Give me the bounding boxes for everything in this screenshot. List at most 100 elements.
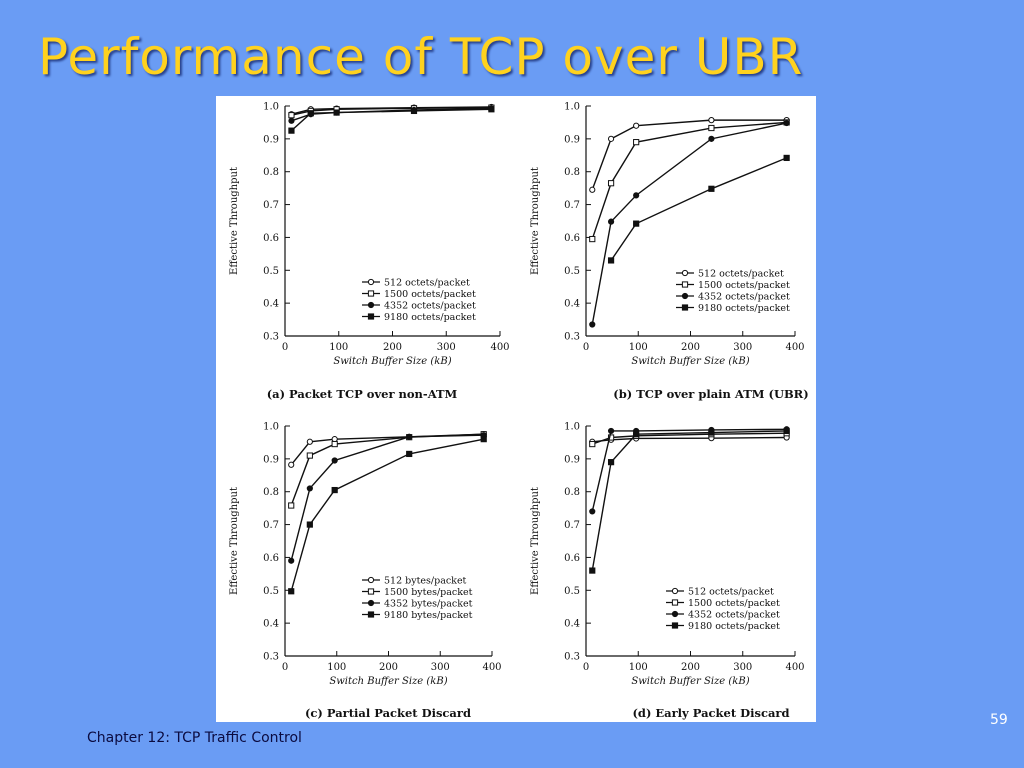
legend-label: 1500 octets/packet xyxy=(698,280,790,291)
data-point xyxy=(708,117,715,124)
y-tick-label: 0.6 xyxy=(564,233,580,244)
legend-label: 1500 octets/packet xyxy=(384,289,476,300)
data-point xyxy=(633,122,640,129)
legend-marker xyxy=(671,610,679,618)
series xyxy=(589,427,790,574)
data-point xyxy=(607,257,615,264)
legend-marker xyxy=(367,301,375,309)
y-tick-label: 0.5 xyxy=(263,586,279,597)
legend-marker xyxy=(681,292,689,300)
legend-label: 9180 octets/packet xyxy=(688,621,780,632)
legend-label: 4352 octets/packet xyxy=(698,292,790,303)
data-point xyxy=(333,109,340,116)
legend-marker xyxy=(367,278,375,286)
x-tick-label: 0 xyxy=(282,662,288,673)
x-tick-label: 100 xyxy=(629,342,648,353)
y-axis-label: Effective Throughput xyxy=(229,487,240,595)
y-tick-label: 0.9 xyxy=(263,454,279,465)
data-point xyxy=(589,321,596,328)
data-point xyxy=(633,220,640,227)
data-point xyxy=(708,429,715,436)
legend-marker xyxy=(671,587,679,595)
x-tick-label: 100 xyxy=(329,342,348,353)
x-tick-label: 200 xyxy=(379,662,398,673)
y-tick-label: 0.7 xyxy=(263,520,279,531)
y-tick-label: 0.4 xyxy=(263,299,279,310)
data-point xyxy=(306,438,313,445)
y-tick-label: 0.7 xyxy=(263,200,279,211)
y-tick-label: 0.3 xyxy=(564,332,580,343)
legend-label: 9180 octets/packet xyxy=(384,312,476,323)
legend-marker xyxy=(671,622,679,629)
page-number: 59 xyxy=(990,712,1008,728)
legend-label: 4352 octets/packet xyxy=(688,610,780,621)
series-line xyxy=(610,157,787,261)
y-tick-label: 0.3 xyxy=(564,652,580,663)
y-tick-label: 1.0 xyxy=(564,102,580,113)
charts-figure: 0.3 0.4 0.5 0.6 0.7 0.8 0.9 1.0 0 100 200 300 400 Swi… xyxy=(229,102,809,721)
data-point xyxy=(331,486,338,494)
series-line xyxy=(290,434,484,561)
data-point xyxy=(783,427,790,435)
chart-caption: (a) Packet TCP over non-ATM xyxy=(267,387,458,401)
legend-label: 1500 octets/packet xyxy=(688,598,780,609)
x-tick-label: 200 xyxy=(681,662,700,673)
y-tick-label: 0.8 xyxy=(263,487,279,498)
y-tick-label: 0.5 xyxy=(263,266,279,277)
x-axis-label: Switch Buffer Size (kB) xyxy=(333,356,451,367)
series-line xyxy=(290,438,484,592)
x-tick-label: 300 xyxy=(733,342,752,353)
legend-marker xyxy=(681,281,689,288)
y-tick-label: 0.6 xyxy=(263,233,279,244)
data-point xyxy=(288,557,295,564)
legend-label: 512 octets/packet xyxy=(688,587,774,598)
y-tick-label: 0.7 xyxy=(564,200,580,211)
y-tick-label: 0.3 xyxy=(263,652,279,663)
data-point xyxy=(331,457,338,464)
data-point xyxy=(708,185,715,192)
data-point xyxy=(488,106,495,113)
figure-panel: 0.3 0.4 0.5 0.6 0.7 0.8 0.9 1.0 0 100 200 300 400 Swi… xyxy=(216,96,816,722)
data-point xyxy=(589,567,596,574)
data-point xyxy=(607,218,615,225)
x-tick-label: 0 xyxy=(583,662,589,673)
data-point xyxy=(306,521,313,528)
chart-c: 0.3 0.4 0.5 0.6 0.7 0.8 0.9 1.0 0 100 200 300 400 Swi… xyxy=(229,422,502,721)
chapter-footer: Chapter 12: TCP Traffic Control xyxy=(87,730,302,746)
legend-label: 512 octets/packet xyxy=(384,278,470,289)
y-tick-label: 1.0 xyxy=(263,102,279,113)
data-point xyxy=(589,440,596,448)
x-tick-label: 300 xyxy=(437,342,456,353)
chart-caption: (b) TCP over plain ATM (UBR) xyxy=(613,387,808,401)
data-point xyxy=(480,436,487,443)
y-tick-label: 0.8 xyxy=(263,167,279,178)
series-line xyxy=(591,428,787,512)
series xyxy=(288,436,487,595)
x-tick-label: 400 xyxy=(482,662,501,673)
data-point xyxy=(633,139,640,146)
y-axis-label: Effective Throughput xyxy=(229,167,240,275)
data-point xyxy=(607,135,615,142)
y-tick-label: 0.8 xyxy=(564,487,580,498)
y-tick-label: 0.4 xyxy=(564,619,580,630)
data-point xyxy=(410,107,418,115)
data-point xyxy=(406,433,413,440)
data-point xyxy=(288,127,295,134)
data-point xyxy=(306,452,313,459)
legend-marker xyxy=(367,611,375,618)
slide-title: Performance of TCP over UBR xyxy=(38,28,804,86)
y-tick-label: 0.5 xyxy=(564,266,580,277)
y-axis-label: Effective Throughput xyxy=(530,487,541,595)
x-tick-label: 200 xyxy=(681,342,700,353)
data-point xyxy=(589,235,596,243)
legend-marker xyxy=(367,599,375,607)
data-point xyxy=(783,154,790,162)
legend-marker xyxy=(367,576,375,584)
y-tick-label: 0.4 xyxy=(263,619,279,630)
y-tick-label: 0.9 xyxy=(564,134,580,145)
legend-label: 4352 bytes/packet xyxy=(384,599,473,610)
data-point xyxy=(288,117,295,124)
y-tick-label: 1.0 xyxy=(263,422,279,433)
